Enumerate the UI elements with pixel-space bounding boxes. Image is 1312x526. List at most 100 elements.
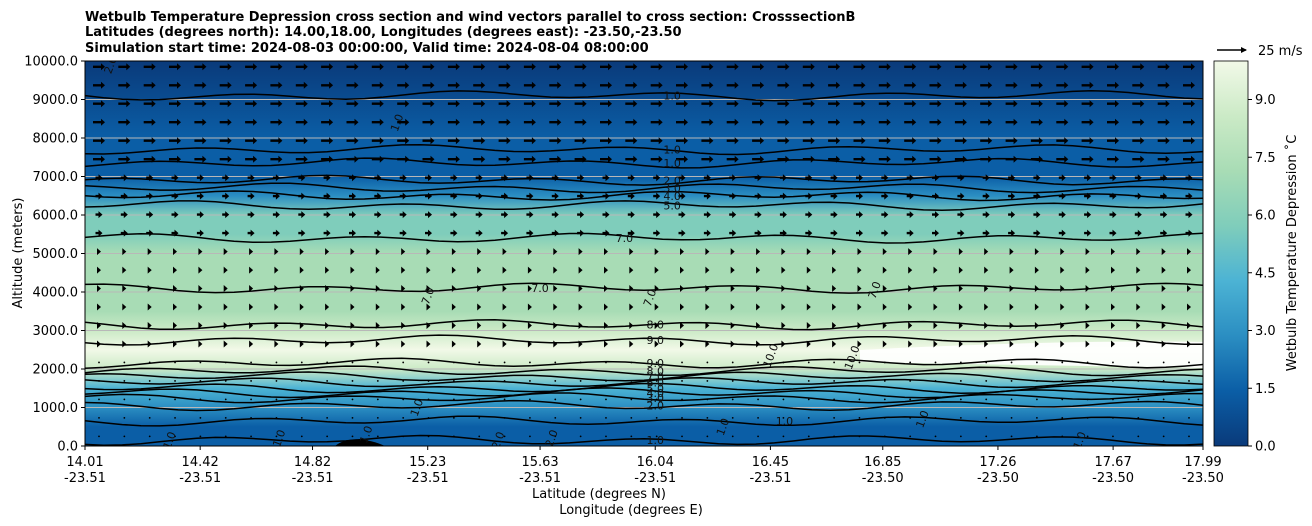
wind-vector-721 — [523, 137, 536, 145]
wind-vector-505 — [627, 229, 635, 237]
wind-vector-648 — [906, 174, 914, 182]
wind-vector-632 — [501, 174, 509, 182]
wind-vector-422 — [756, 266, 761, 274]
wind-vector-822 — [853, 100, 866, 108]
wind-vector-332 — [705, 303, 710, 311]
wind-vector-306 — [1161, 322, 1166, 329]
wind-vector-499 — [475, 229, 483, 237]
contour-label-12: 8.0 — [646, 365, 664, 378]
contour-label-17: 3.0 — [646, 392, 664, 405]
wind-vector-478 — [1060, 248, 1065, 256]
wind-vector-810 — [549, 100, 562, 108]
contour-label-4: 3.0 — [663, 182, 681, 195]
wind-vector-814 — [650, 100, 663, 108]
wind-vector-79 — [985, 416, 988, 419]
warm-patch — [860, 341, 1203, 368]
wind-vector-621 — [222, 174, 230, 182]
x-tick-lon-10: -23.50 — [1182, 471, 1224, 486]
wind-vector-761 — [422, 118, 435, 126]
wind-vector-445 — [223, 248, 228, 256]
wind-vector-697 — [1030, 155, 1043, 163]
wind-vector-504 — [602, 229, 610, 237]
x-tick-lon-8: -23.50 — [977, 471, 1019, 486]
wind-vector-11 — [376, 435, 379, 438]
wind-vector-598 — [754, 192, 762, 200]
x-tick-lon-7: -23.50 — [862, 471, 904, 486]
wind-vector-227 — [274, 340, 279, 348]
wind-vector-607 — [982, 192, 990, 200]
wind-vector-121 — [934, 398, 937, 401]
wind-vector-408 — [401, 266, 406, 274]
wind-vector-766 — [549, 118, 562, 126]
wind-vector-654 — [1058, 174, 1066, 182]
wind-vector-715 — [371, 137, 384, 145]
wind-vector-554 — [754, 211, 762, 219]
wind-vector-593 — [627, 192, 635, 200]
wind-vector-335 — [781, 303, 786, 311]
wind-vector-144 — [402, 380, 405, 382]
wind-vector-215 — [1086, 361, 1089, 364]
wind-vector-418 — [654, 266, 659, 274]
wind-vector-729 — [726, 137, 739, 145]
wind-vector-667 — [270, 155, 283, 163]
wind-vector-383 — [882, 285, 887, 292]
wind-vector-12 — [402, 435, 405, 438]
wind-vector-357 — [223, 285, 228, 292]
wind-vector-497 — [425, 229, 432, 237]
wind-vector-876 — [1107, 81, 1119, 89]
wind-vector-389 — [1034, 285, 1039, 292]
wind-vector-156 — [706, 380, 709, 382]
wind-vector-464 — [705, 248, 710, 256]
wind-vector-725 — [625, 137, 638, 145]
wind-vector-272 — [299, 322, 304, 329]
wind-vector-93 — [224, 398, 227, 401]
wind-vector-796 — [194, 100, 207, 108]
wind-vector-346 — [1060, 303, 1065, 311]
wind-vector-239 — [578, 340, 583, 348]
wind-vector-763 — [473, 118, 486, 126]
wind-vector-34 — [959, 435, 962, 438]
wind-vector-558 — [856, 211, 863, 219]
wind-vector-182 — [250, 361, 252, 364]
wind-vector-234 — [451, 340, 456, 348]
wind-vector-51 — [275, 416, 278, 419]
wind-vector-416 — [604, 266, 608, 274]
wind-vector-517 — [932, 229, 939, 237]
y-tick-label-9: 9000.0 — [33, 93, 79, 108]
wind-vector-623 — [272, 174, 280, 182]
wind-vector-799 — [270, 100, 283, 108]
wind-vector-788 — [1107, 118, 1119, 126]
wind-vector-15 — [478, 435, 481, 438]
wind-vector-173 — [1137, 380, 1140, 382]
wind-vector-44 — [98, 416, 100, 419]
wind-vector-786 — [1056, 118, 1069, 126]
contour-line-9.0-10 — [85, 334, 1203, 346]
wind-vector-364 — [401, 285, 406, 292]
wind-vector-152 — [605, 380, 607, 382]
wind-vector-904 — [701, 63, 714, 71]
colorbar-tick-label-1: 1.5 — [1255, 382, 1276, 397]
wind-vector-406 — [350, 266, 355, 274]
wind-vector-419 — [680, 266, 684, 274]
wind-vector-350 — [1161, 303, 1166, 311]
wind-vector-696 — [1005, 155, 1018, 163]
wind-vector-617 — [120, 174, 128, 182]
wind-vector-797 — [219, 100, 232, 108]
wind-vector-321 — [426, 303, 431, 311]
wind-vector-27 — [782, 435, 785, 438]
wind-vector-568 — [1109, 211, 1117, 219]
wind-vector-117 — [833, 398, 836, 401]
wind-vector-119 — [883, 398, 886, 401]
wind-vector-594 — [653, 192, 661, 200]
y-tick-label-6: 6000.0 — [33, 209, 79, 224]
wind-vector-25 — [731, 435, 734, 438]
wind-vector-591 — [577, 192, 585, 200]
wind-vector-452 — [401, 248, 406, 256]
wind-vector-261 — [1136, 340, 1141, 348]
wind-vector-125 — [1036, 398, 1038, 401]
x-tick-lon-2: -23.51 — [292, 471, 334, 486]
wind-vector-815 — [676, 100, 688, 108]
wind-vector-421 — [730, 266, 735, 274]
wind-vector-359 — [274, 285, 279, 292]
